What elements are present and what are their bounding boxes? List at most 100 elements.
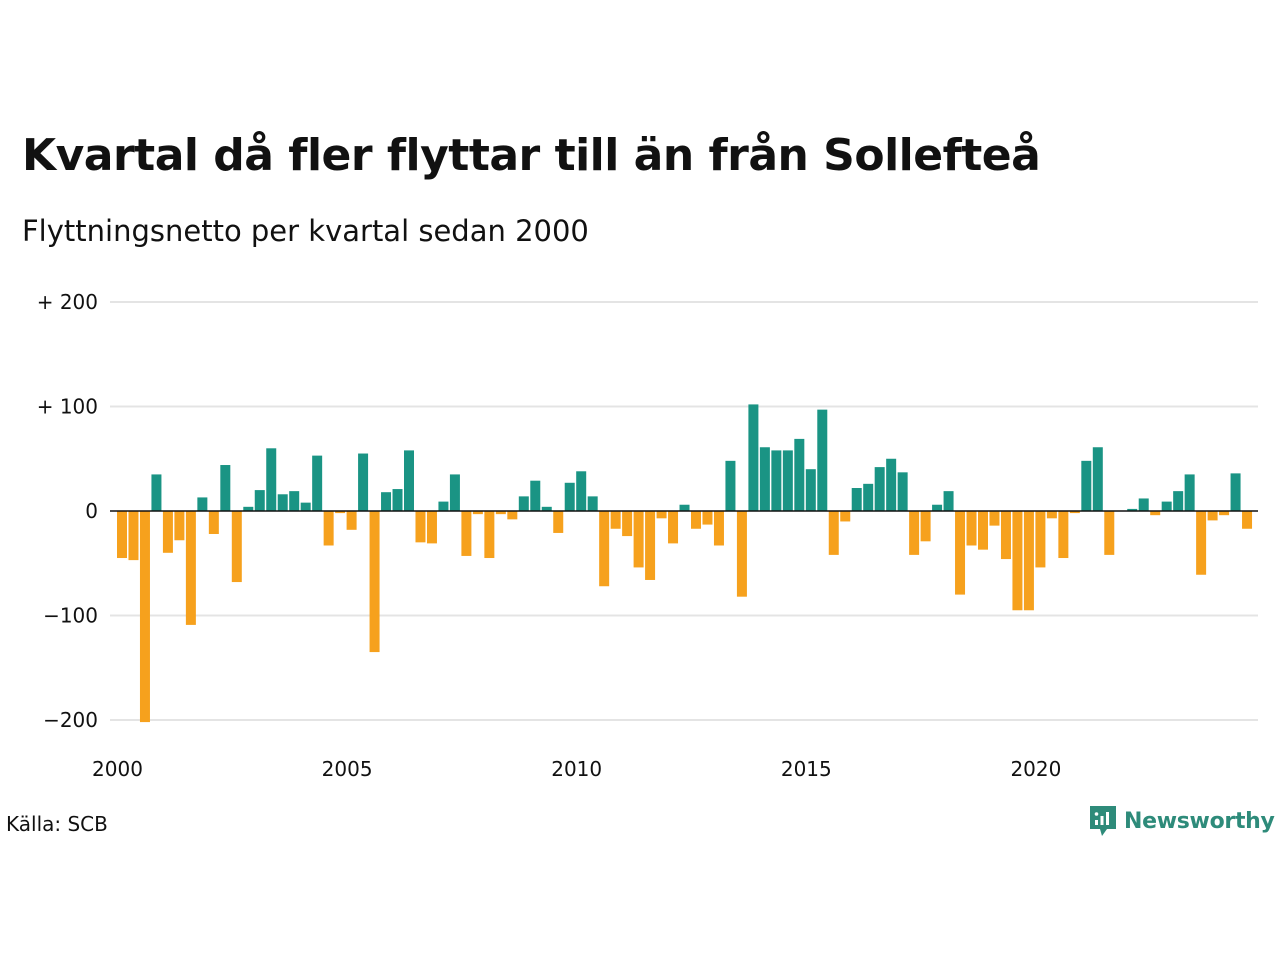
bar[interactable] bbox=[759, 447, 770, 511]
bar[interactable] bbox=[518, 496, 529, 511]
bar[interactable] bbox=[185, 511, 196, 625]
bar[interactable] bbox=[358, 453, 369, 511]
bar[interactable] bbox=[346, 511, 357, 530]
bar[interactable] bbox=[254, 490, 265, 511]
bar[interactable] bbox=[484, 511, 495, 559]
bar[interactable] bbox=[633, 511, 644, 568]
bar[interactable] bbox=[392, 489, 403, 511]
bar[interactable] bbox=[117, 511, 127, 559]
bar[interactable] bbox=[1207, 511, 1218, 521]
bar[interactable] bbox=[1035, 511, 1046, 568]
bar[interactable] bbox=[507, 511, 518, 520]
bar[interactable] bbox=[323, 511, 334, 546]
bar[interactable] bbox=[1184, 474, 1195, 511]
bar[interactable] bbox=[1150, 511, 1161, 516]
bar[interactable] bbox=[312, 455, 323, 511]
bar[interactable] bbox=[1000, 511, 1011, 560]
bar[interactable] bbox=[174, 511, 185, 541]
bar[interactable] bbox=[828, 511, 839, 555]
bar[interactable] bbox=[1161, 501, 1172, 511]
bar[interactable] bbox=[599, 511, 610, 587]
bar[interactable] bbox=[139, 511, 150, 723]
bar[interactable] bbox=[495, 511, 506, 515]
bar[interactable] bbox=[530, 480, 541, 511]
bar[interactable] bbox=[691, 511, 701, 529]
bar[interactable] bbox=[725, 460, 736, 511]
bar[interactable] bbox=[863, 483, 874, 511]
bar[interactable] bbox=[587, 496, 598, 511]
bar[interactable] bbox=[564, 482, 575, 511]
newsworthy-logo-icon bbox=[1090, 806, 1116, 836]
bar[interactable] bbox=[1092, 447, 1103, 511]
bar[interactable] bbox=[656, 511, 667, 519]
bar[interactable] bbox=[449, 474, 460, 511]
bar[interactable] bbox=[955, 511, 966, 595]
bar[interactable] bbox=[576, 471, 587, 511]
bar[interactable] bbox=[438, 501, 449, 511]
bar[interactable] bbox=[702, 511, 713, 525]
bar[interactable] bbox=[243, 506, 254, 511]
bar[interactable] bbox=[553, 511, 564, 533]
bar[interactable] bbox=[943, 491, 954, 511]
bar[interactable] bbox=[966, 511, 977, 546]
bar[interactable] bbox=[622, 511, 633, 537]
bar[interactable] bbox=[897, 472, 908, 511]
bar[interactable] bbox=[266, 448, 277, 511]
bar[interactable] bbox=[794, 438, 805, 511]
bar[interactable] bbox=[472, 511, 483, 515]
bar[interactable] bbox=[404, 450, 414, 511]
bar[interactable] bbox=[668, 511, 679, 544]
bar[interactable] bbox=[713, 511, 724, 546]
bar[interactable] bbox=[162, 511, 173, 553]
bar[interactable] bbox=[840, 511, 851, 522]
bar[interactable] bbox=[805, 469, 816, 511]
bar[interactable] bbox=[851, 488, 862, 511]
bar[interactable] bbox=[932, 504, 943, 511]
bar[interactable] bbox=[771, 450, 782, 511]
bar[interactable] bbox=[886, 458, 897, 511]
bar[interactable] bbox=[277, 494, 288, 511]
bar[interactable] bbox=[1023, 511, 1034, 611]
bar[interactable] bbox=[1069, 511, 1080, 514]
bar[interactable] bbox=[220, 465, 231, 511]
bar[interactable] bbox=[369, 511, 380, 653]
bar[interactable] bbox=[335, 511, 346, 514]
bar[interactable] bbox=[381, 492, 392, 511]
bar[interactable] bbox=[920, 511, 931, 542]
bar[interactable] bbox=[1138, 498, 1149, 511]
bar[interactable] bbox=[679, 504, 690, 511]
bar[interactable] bbox=[610, 511, 621, 529]
bar[interactable] bbox=[1196, 511, 1207, 575]
bar[interactable] bbox=[1230, 473, 1241, 511]
bar[interactable] bbox=[461, 511, 472, 556]
bar[interactable] bbox=[1046, 511, 1057, 519]
bar[interactable] bbox=[300, 502, 311, 511]
bar[interactable] bbox=[426, 511, 437, 544]
bar[interactable] bbox=[231, 511, 242, 583]
bar[interactable] bbox=[989, 511, 1000, 526]
brand-logo[interactable]: Newsworthy bbox=[1088, 804, 1275, 838]
bar[interactable] bbox=[151, 474, 162, 511]
bar[interactable] bbox=[415, 511, 426, 543]
bar[interactable] bbox=[874, 467, 885, 511]
bar[interactable] bbox=[208, 511, 219, 534]
bar[interactable] bbox=[645, 511, 656, 580]
bar[interactable] bbox=[289, 491, 300, 511]
bar[interactable] bbox=[1242, 511, 1253, 529]
bar[interactable] bbox=[1127, 508, 1138, 511]
bar[interactable] bbox=[1104, 511, 1115, 555]
bar[interactable] bbox=[782, 450, 793, 511]
bar[interactable] bbox=[1219, 511, 1230, 516]
bar[interactable] bbox=[817, 409, 828, 511]
bar[interactable] bbox=[978, 511, 988, 550]
bar[interactable] bbox=[541, 506, 552, 511]
bar[interactable] bbox=[736, 511, 747, 597]
bar[interactable] bbox=[1012, 511, 1023, 611]
bar[interactable] bbox=[197, 497, 208, 511]
bar[interactable] bbox=[748, 404, 759, 511]
bar[interactable] bbox=[128, 511, 139, 561]
bar[interactable] bbox=[1081, 460, 1092, 511]
bar[interactable] bbox=[909, 511, 920, 555]
bar[interactable] bbox=[1058, 511, 1069, 559]
bar[interactable] bbox=[1173, 491, 1184, 511]
